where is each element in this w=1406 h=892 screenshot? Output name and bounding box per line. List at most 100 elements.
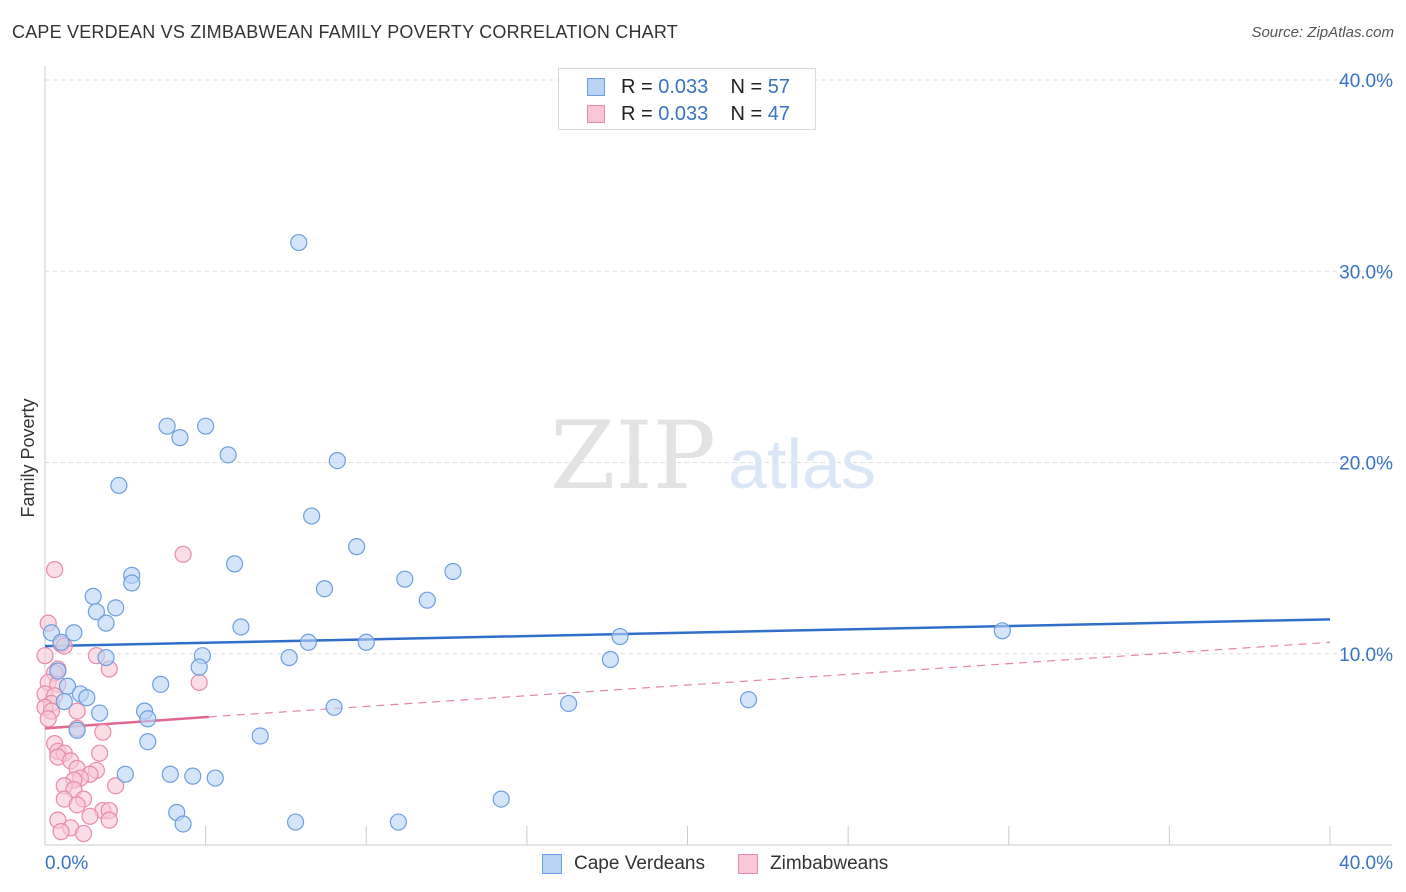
r-label: R = bbox=[621, 76, 659, 98]
data-point-cape-verdean bbox=[993, 622, 1011, 640]
data-point-zimbabwean bbox=[39, 710, 57, 728]
legend-swatch-blue bbox=[587, 78, 605, 96]
legend-swatch-blue bbox=[542, 854, 562, 874]
y-axis-label: Family Poverty bbox=[18, 398, 38, 517]
data-point-cape-verdean bbox=[68, 721, 86, 739]
legend-stats-text: R = 0.033 N = 57 bbox=[621, 74, 790, 100]
data-point-cape-verdean bbox=[91, 704, 109, 722]
r-label: R = bbox=[621, 103, 659, 125]
n-label: N = bbox=[730, 103, 768, 125]
legend-swatch-pink bbox=[587, 105, 605, 123]
data-point-cape-verdean bbox=[286, 813, 305, 831]
data-point-zimbabwean bbox=[81, 807, 99, 825]
data-point-cape-verdean bbox=[611, 627, 629, 646]
data-point-cape-verdean bbox=[171, 429, 189, 447]
data-point-cape-verdean bbox=[110, 476, 128, 495]
chart-title: CAPE VERDEAN VS ZIMBABWEAN FAMILY POVERT… bbox=[12, 22, 678, 42]
data-point-cape-verdean bbox=[97, 648, 115, 667]
trend-layer bbox=[44, 618, 1331, 730]
trend-line-dashed-zimbabweans bbox=[208, 641, 1331, 718]
chart-source: Source: ZipAtlas.com bbox=[1251, 24, 1394, 41]
data-point-cape-verdean bbox=[190, 658, 208, 676]
axis-layer bbox=[44, 66, 1392, 846]
data-point-cape-verdean bbox=[303, 507, 321, 525]
data-point-zimbabwean bbox=[107, 777, 125, 795]
data-point-cape-verdean bbox=[357, 633, 375, 651]
watermark-atlas: atlas bbox=[728, 425, 876, 503]
data-point-cape-verdean bbox=[49, 662, 67, 680]
data-point-cape-verdean bbox=[251, 727, 269, 745]
data-point-cape-verdean bbox=[97, 614, 115, 632]
data-point-cape-verdean bbox=[65, 624, 83, 642]
data-point-cape-verdean bbox=[116, 765, 134, 783]
data-point-cape-verdean bbox=[290, 233, 308, 252]
data-point-cape-verdean bbox=[389, 813, 407, 831]
data-point-cape-verdean bbox=[601, 650, 620, 669]
data-point-cape-verdean bbox=[152, 675, 170, 693]
legend-swatch-pink bbox=[738, 854, 758, 874]
data-point-zimbabwean bbox=[94, 723, 112, 741]
watermark-zip: ZIP bbox=[550, 402, 716, 511]
n-value: 47 bbox=[767, 103, 791, 125]
points-layer bbox=[36, 233, 1011, 843]
data-point-cape-verdean bbox=[174, 815, 192, 833]
data-point-zimbabwean bbox=[91, 744, 109, 762]
legend-label: Cape Verdeans bbox=[574, 853, 705, 874]
r-value: 0.033 bbox=[658, 76, 709, 98]
data-point-cape-verdean bbox=[219, 446, 237, 464]
legend-stats-text: R = 0.033 N = 47 bbox=[621, 101, 790, 127]
data-point-cape-verdean bbox=[107, 599, 125, 617]
x-tick-label: 0.0% bbox=[45, 853, 88, 874]
label-layer: 10.0% 20.0% 30.0% 40.0% 0.0% 40.0% Family Pove… bbox=[18, 71, 1393, 874]
r-value: 0.033 bbox=[658, 103, 709, 125]
watermark: ZIP atlas bbox=[550, 402, 876, 511]
data-point-zimbabwean bbox=[36, 647, 54, 665]
n-value: 57 bbox=[767, 76, 791, 98]
data-point-cape-verdean bbox=[280, 648, 298, 667]
data-point-cape-verdean bbox=[560, 694, 578, 713]
data-point-cape-verdean bbox=[78, 689, 96, 707]
data-point-cape-verdean bbox=[225, 555, 244, 573]
data-point-cape-verdean bbox=[206, 769, 224, 787]
grid-layer bbox=[45, 79, 1392, 655]
y-tick-label: 10.0% bbox=[1339, 645, 1393, 666]
y-tick-label: 20.0% bbox=[1339, 454, 1393, 475]
data-point-cape-verdean bbox=[84, 587, 102, 605]
y-tick-label: 40.0% bbox=[1339, 71, 1393, 92]
data-point-zimbabwean bbox=[174, 545, 192, 563]
data-point-cape-verdean bbox=[158, 417, 176, 435]
data-point-cape-verdean bbox=[299, 633, 318, 651]
data-point-cape-verdean bbox=[197, 417, 215, 435]
trend-line-cape-verdeans bbox=[44, 618, 1331, 648]
data-point-cape-verdean bbox=[739, 691, 758, 709]
data-point-cape-verdean bbox=[55, 692, 73, 711]
stats-legend: R = 0.033 N = 57 R = 0.033 N = 47 bbox=[558, 68, 816, 130]
data-point-cape-verdean bbox=[328, 451, 346, 470]
data-point-cape-verdean bbox=[123, 574, 141, 592]
data-point-cape-verdean bbox=[315, 580, 334, 598]
data-point-zimbabwean bbox=[68, 702, 86, 720]
data-point-cape-verdean bbox=[184, 767, 202, 785]
data-point-cape-verdean bbox=[444, 562, 462, 581]
n-label: N = bbox=[730, 76, 768, 98]
data-point-cape-verdean bbox=[396, 570, 414, 588]
data-point-cape-verdean bbox=[161, 765, 179, 783]
data-point-zimbabwean bbox=[74, 824, 93, 843]
legend-label: Zimbabweans bbox=[770, 853, 889, 874]
data-point-zimbabwean bbox=[52, 823, 70, 841]
data-point-cape-verdean bbox=[348, 538, 366, 556]
y-tick-label: 30.0% bbox=[1339, 262, 1393, 283]
data-point-zimbabwean bbox=[46, 560, 64, 579]
data-point-cape-verdean bbox=[139, 710, 157, 728]
data-point-cape-verdean bbox=[325, 698, 343, 716]
data-point-cape-verdean bbox=[139, 733, 157, 751]
data-point-zimbabwean bbox=[100, 811, 118, 829]
data-point-cape-verdean bbox=[232, 618, 250, 636]
data-point-cape-verdean bbox=[492, 790, 510, 808]
data-point-cape-verdean bbox=[52, 633, 70, 651]
data-point-zimbabwean bbox=[190, 673, 208, 692]
data-point-cape-verdean bbox=[418, 591, 436, 609]
x-tick-label: 40.0% bbox=[1339, 853, 1393, 874]
data-point-zimbabwean bbox=[68, 796, 86, 814]
